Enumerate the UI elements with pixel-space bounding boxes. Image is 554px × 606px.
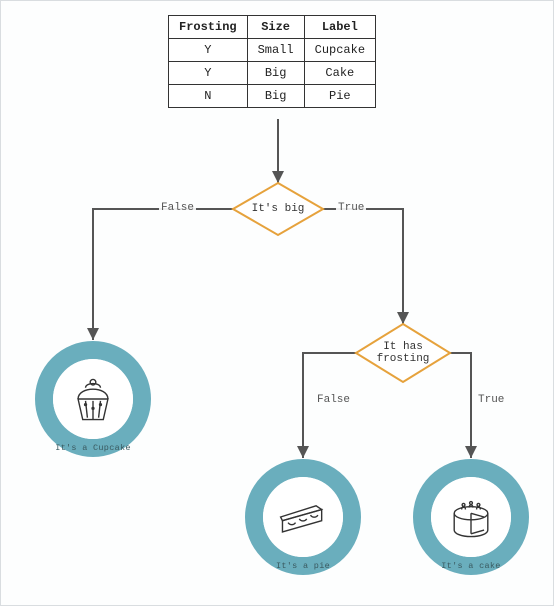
- leaf-caption: It's a cake: [413, 561, 529, 571]
- cell: Y: [169, 62, 248, 85]
- col-header: Size: [247, 16, 304, 39]
- cell: Y: [169, 39, 248, 62]
- edge-label: True: [336, 202, 366, 214]
- edge-arrow: [450, 353, 471, 458]
- leaf-inner: [431, 477, 511, 557]
- decision-label: It has frosting: [356, 324, 450, 382]
- cell: Cupcake: [304, 39, 375, 62]
- cell: N: [169, 85, 248, 108]
- edge-arrow: [323, 209, 403, 324]
- leaf-caption: It's a Cupcake: [35, 443, 151, 453]
- cake-icon: [443, 489, 499, 545]
- leaf-caption: It's a pie: [245, 561, 361, 571]
- table-row: N Big Pie: [169, 85, 376, 108]
- leaf-node-cake: It's a cake: [413, 459, 529, 575]
- decision-node-size: It's big: [233, 183, 323, 235]
- leaf-node-pie: It's a pie: [245, 459, 361, 575]
- edge-label: False: [159, 202, 196, 214]
- col-header: Frosting: [169, 16, 248, 39]
- leaf-node-cupcake: It's a Cupcake: [35, 341, 151, 457]
- edge-arrow: [93, 209, 233, 340]
- edge-label: False: [315, 394, 352, 406]
- cupcake-icon: [65, 371, 121, 427]
- leaf-inner: [263, 477, 343, 557]
- cell: Big: [247, 85, 304, 108]
- leaf-inner: [53, 359, 133, 439]
- training-data-table: Frosting Size Label Y Small Cupcake Y Bi…: [168, 15, 376, 108]
- table-row: Y Big Cake: [169, 62, 376, 85]
- edge-label: True: [476, 394, 506, 406]
- pie-slice-icon: [275, 489, 331, 545]
- col-header: Label: [304, 16, 375, 39]
- cell: Small: [247, 39, 304, 62]
- cell: Big: [247, 62, 304, 85]
- table-row: Y Small Cupcake: [169, 39, 376, 62]
- cell: Pie: [304, 85, 375, 108]
- decision-node-frosting: It has frosting: [356, 324, 450, 382]
- decision-label: It's big: [233, 183, 323, 235]
- cell: Cake: [304, 62, 375, 85]
- diagram-frame: Frosting Size Label Y Small Cupcake Y Bi…: [0, 0, 554, 606]
